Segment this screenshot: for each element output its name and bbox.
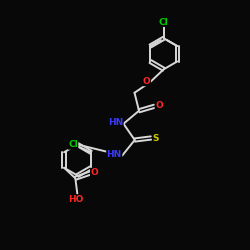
Text: Cl: Cl <box>68 140 78 149</box>
Text: O: O <box>155 101 163 110</box>
Text: S: S <box>153 134 159 142</box>
Text: HO: HO <box>68 195 84 204</box>
Text: HN: HN <box>106 150 122 158</box>
Text: Cl: Cl <box>159 18 168 26</box>
Text: HN: HN <box>108 118 123 127</box>
Text: O: O <box>143 77 150 86</box>
Text: O: O <box>90 168 98 177</box>
